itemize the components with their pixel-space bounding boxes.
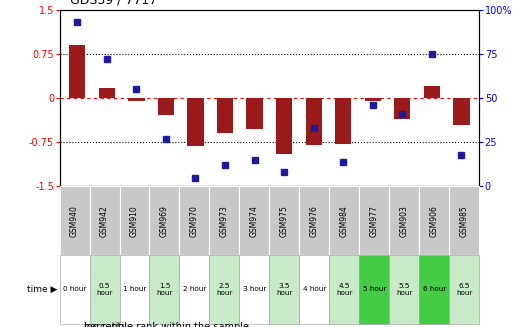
Text: GDS39 / 7717: GDS39 / 7717 xyxy=(70,0,157,7)
Bar xyxy=(188,98,204,146)
Bar xyxy=(120,255,150,324)
Text: 2 hour: 2 hour xyxy=(183,286,206,292)
Bar xyxy=(389,255,419,324)
Bar xyxy=(359,186,389,255)
Text: 1 hour: 1 hour xyxy=(123,286,146,292)
Text: time ▶: time ▶ xyxy=(26,285,57,294)
Bar xyxy=(217,98,233,133)
Text: 3.5
hour: 3.5 hour xyxy=(276,283,293,296)
Bar xyxy=(60,255,90,324)
Text: GSM903: GSM903 xyxy=(400,205,409,237)
Text: 0 hour: 0 hour xyxy=(63,286,86,292)
Bar xyxy=(453,98,469,125)
Bar xyxy=(60,186,90,255)
Text: 4.5
hour: 4.5 hour xyxy=(336,283,353,296)
Bar xyxy=(419,255,449,324)
Text: GSM942: GSM942 xyxy=(100,205,109,237)
Bar xyxy=(359,255,389,324)
Bar xyxy=(150,255,179,324)
Bar xyxy=(299,186,329,255)
Text: percentile rank within the sample: percentile rank within the sample xyxy=(83,322,249,327)
Text: GSM976: GSM976 xyxy=(310,205,319,237)
Text: 3 hour: 3 hour xyxy=(243,286,266,292)
Text: GSM984: GSM984 xyxy=(340,205,349,237)
Bar xyxy=(90,255,120,324)
Bar xyxy=(179,255,209,324)
Bar xyxy=(120,186,150,255)
Bar xyxy=(69,45,85,98)
Bar xyxy=(239,255,269,324)
Bar xyxy=(247,98,263,129)
Text: GSM906: GSM906 xyxy=(430,205,439,237)
Bar xyxy=(209,186,239,255)
Bar xyxy=(365,98,381,101)
Bar xyxy=(306,98,322,145)
Bar xyxy=(128,98,145,101)
Bar xyxy=(389,186,419,255)
Text: 0.5
hour: 0.5 hour xyxy=(96,283,113,296)
Text: GSM970: GSM970 xyxy=(190,205,199,237)
Text: 6 hour: 6 hour xyxy=(423,286,446,292)
Text: 5.5
hour: 5.5 hour xyxy=(396,283,412,296)
Bar xyxy=(449,186,479,255)
Text: 6.5
hour: 6.5 hour xyxy=(456,283,472,296)
Text: 5 hour: 5 hour xyxy=(363,286,386,292)
Text: GSM974: GSM974 xyxy=(250,205,259,237)
Bar xyxy=(158,98,174,114)
Bar xyxy=(150,186,179,255)
Bar xyxy=(209,255,239,324)
Bar xyxy=(276,98,292,154)
Text: GSM985: GSM985 xyxy=(459,205,469,237)
Bar xyxy=(419,186,449,255)
Bar xyxy=(299,255,329,324)
Text: log ratio: log ratio xyxy=(83,322,124,327)
Bar xyxy=(449,255,479,324)
Bar xyxy=(335,98,351,144)
Text: GSM940: GSM940 xyxy=(70,205,79,237)
Bar xyxy=(99,88,115,98)
Bar xyxy=(239,186,269,255)
Text: 4 hour: 4 hour xyxy=(303,286,326,292)
Bar xyxy=(179,186,209,255)
Bar xyxy=(394,98,410,119)
Bar xyxy=(329,186,359,255)
Bar xyxy=(329,255,359,324)
Bar xyxy=(269,186,299,255)
Text: 2.5
hour: 2.5 hour xyxy=(216,283,233,296)
Text: GSM969: GSM969 xyxy=(160,205,169,237)
Text: GSM977: GSM977 xyxy=(370,205,379,237)
Text: GSM975: GSM975 xyxy=(280,205,289,237)
Text: GSM910: GSM910 xyxy=(130,205,139,237)
Bar xyxy=(424,86,440,98)
Bar xyxy=(269,255,299,324)
Text: GSM973: GSM973 xyxy=(220,205,229,237)
Text: 1.5
hour: 1.5 hour xyxy=(156,283,172,296)
Bar xyxy=(90,186,120,255)
